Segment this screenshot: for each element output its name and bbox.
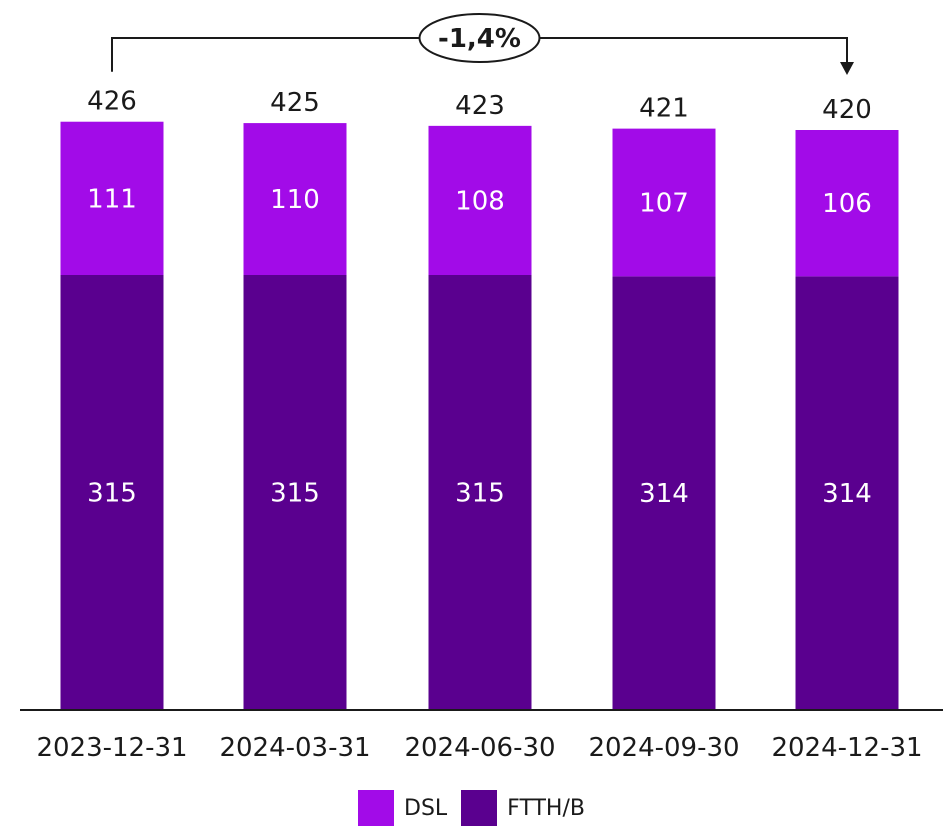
x-tick-label-2024-03-31: 2024-03-31 [219,733,370,763]
total-label-2024-09-30: 421 [639,94,689,124]
bar-ftthb-2023-12-31 [60,275,164,710]
value-label-dsl-2024-06-30: 108 [455,186,505,216]
legend: DSL FTTH/B [0,790,943,826]
x-tick-label-2024-09-30: 2024-09-30 [588,733,739,763]
bar-ftthb-2024-09-30 [612,276,716,710]
value-label-dsl-2024-12-31: 106 [822,189,872,219]
value-label-dsl-2024-09-30: 107 [639,189,689,219]
value-label-dsl-2023-12-31: 111 [87,184,137,214]
x-axis-labels: 2023-12-31 2024-03-31 2024-06-30 2024-09-30… [36,733,922,763]
change-badge-label: -1,4% [438,24,521,54]
x-tick-label-2024-06-30: 2024-06-30 [404,733,555,763]
bar-ftthb-2024-03-31 [243,275,347,710]
bar-dsl-2024-03-31 [243,123,347,275]
x-tick-label-2024-12-31: 2024-12-31 [771,733,922,763]
total-label-2024-06-30: 423 [455,91,505,121]
value-label-ftthb-2024-09-30: 314 [639,479,689,509]
total-label-2024-12-31: 420 [822,95,872,125]
total-label-2023-12-31: 426 [87,87,137,117]
legend-item-dsl: DSL [358,790,447,826]
value-label-dsl-2024-03-31: 110 [270,185,320,215]
change-annotation: -1,4% [111,13,854,75]
value-label-ftthb-2024-12-31: 314 [822,479,872,509]
value-label-ftthb-2023-12-31: 315 [87,479,137,509]
value-label-ftthb-2024-06-30: 315 [455,479,505,509]
value-label-ftthb-2024-03-31: 315 [270,479,320,509]
bar-dsl-2023-12-31 [60,121,164,275]
legend-label-dsl: DSL [404,795,448,821]
legend-item-ftthb: FTTH/B [461,790,585,826]
legend-label-ftthb: FTTH/B [507,795,585,821]
bar-dsl-2024-09-30 [612,128,716,277]
legend-swatch-dsl [358,790,394,826]
x-tick-label-2023-12-31: 2023-12-31 [36,733,187,763]
arrow-head-icon [840,62,854,75]
bracket-right-line [539,37,848,64]
bar-ftthb-2024-06-30 [428,275,532,710]
bars-group: 315 111 426 315 110 425 315 108 423 314 107 421 314 1… [60,87,899,710]
bar-dsl-2024-06-30 [428,125,532,275]
total-label-2024-03-31: 425 [270,88,320,118]
legend-swatch-ftthb [461,790,498,826]
bar-ftthb-2024-12-31 [795,276,899,710]
bracket-left-line [111,37,420,72]
change-badge-oval [418,13,541,63]
bar-dsl-2024-12-31 [795,130,899,277]
